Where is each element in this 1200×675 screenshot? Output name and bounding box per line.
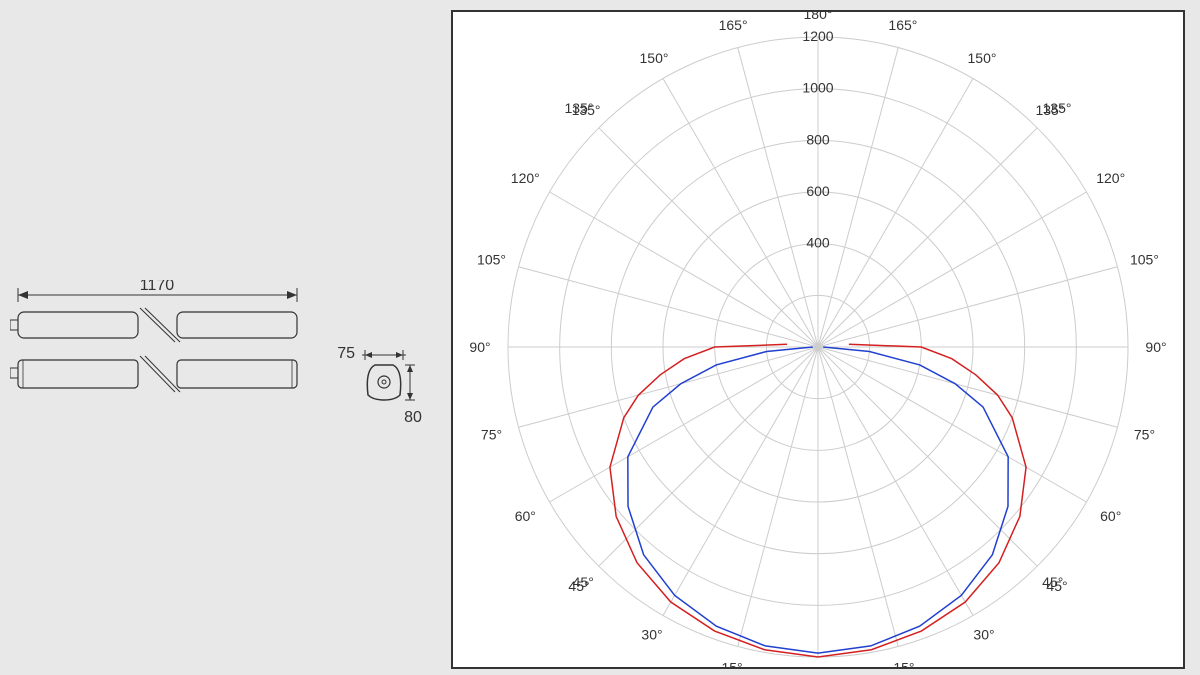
- svg-text:135°: 135°: [572, 102, 601, 118]
- svg-text:30°: 30°: [973, 627, 994, 643]
- svg-text:90°: 90°: [469, 339, 490, 355]
- svg-text:15°: 15°: [893, 660, 914, 667]
- svg-text:150°: 150°: [968, 50, 997, 66]
- polar-svg: 400 600 800 1000 1200 45° 45° 60° 60° 75° 75° 90° 90…: [453, 12, 1183, 667]
- tube-top-view: [10, 308, 297, 342]
- height-label: 80: [404, 409, 422, 426]
- svg-text:75°: 75°: [1134, 426, 1155, 442]
- svg-text:165°: 165°: [719, 17, 748, 33]
- svg-text:90°: 90°: [1145, 339, 1166, 355]
- cross-section: 75 80: [337, 345, 422, 426]
- svg-text:120°: 120°: [1096, 170, 1125, 186]
- svg-text:105°: 105°: [1130, 252, 1159, 268]
- svg-text:400: 400: [806, 235, 830, 251]
- svg-text:45°: 45°: [573, 574, 594, 590]
- tube-side-view: [10, 356, 297, 392]
- svg-text:30°: 30°: [641, 627, 662, 643]
- svg-text:75°: 75°: [481, 426, 502, 442]
- figure-container: 1170 75: [0, 0, 1200, 675]
- svg-text:180°: 180°: [804, 12, 833, 22]
- svg-text:600: 600: [806, 183, 830, 199]
- svg-text:150°: 150°: [640, 50, 669, 66]
- svg-text:60°: 60°: [515, 508, 536, 524]
- svg-text:45°: 45°: [1042, 574, 1063, 590]
- svg-text:1200: 1200: [802, 28, 833, 44]
- width-label: 75: [337, 345, 355, 362]
- svg-text:105°: 105°: [477, 252, 506, 268]
- svg-text:15°: 15°: [721, 660, 742, 667]
- svg-text:120°: 120°: [511, 170, 540, 186]
- svg-text:60°: 60°: [1100, 508, 1121, 524]
- length-label: 1170: [140, 280, 175, 294]
- svg-text:1000: 1000: [802, 80, 833, 96]
- svg-text:135°: 135°: [1035, 102, 1064, 118]
- svg-text:165°: 165°: [888, 17, 917, 33]
- polar-diagram: 400 600 800 1000 1200 45° 45° 60° 60° 75° 75° 90° 90…: [451, 10, 1185, 669]
- dimension-svg: 1170 75: [10, 280, 440, 500]
- dimension-drawing: 1170 75: [10, 280, 440, 480]
- length-dimension: 1170: [18, 280, 297, 302]
- svg-text:800: 800: [806, 131, 830, 147]
